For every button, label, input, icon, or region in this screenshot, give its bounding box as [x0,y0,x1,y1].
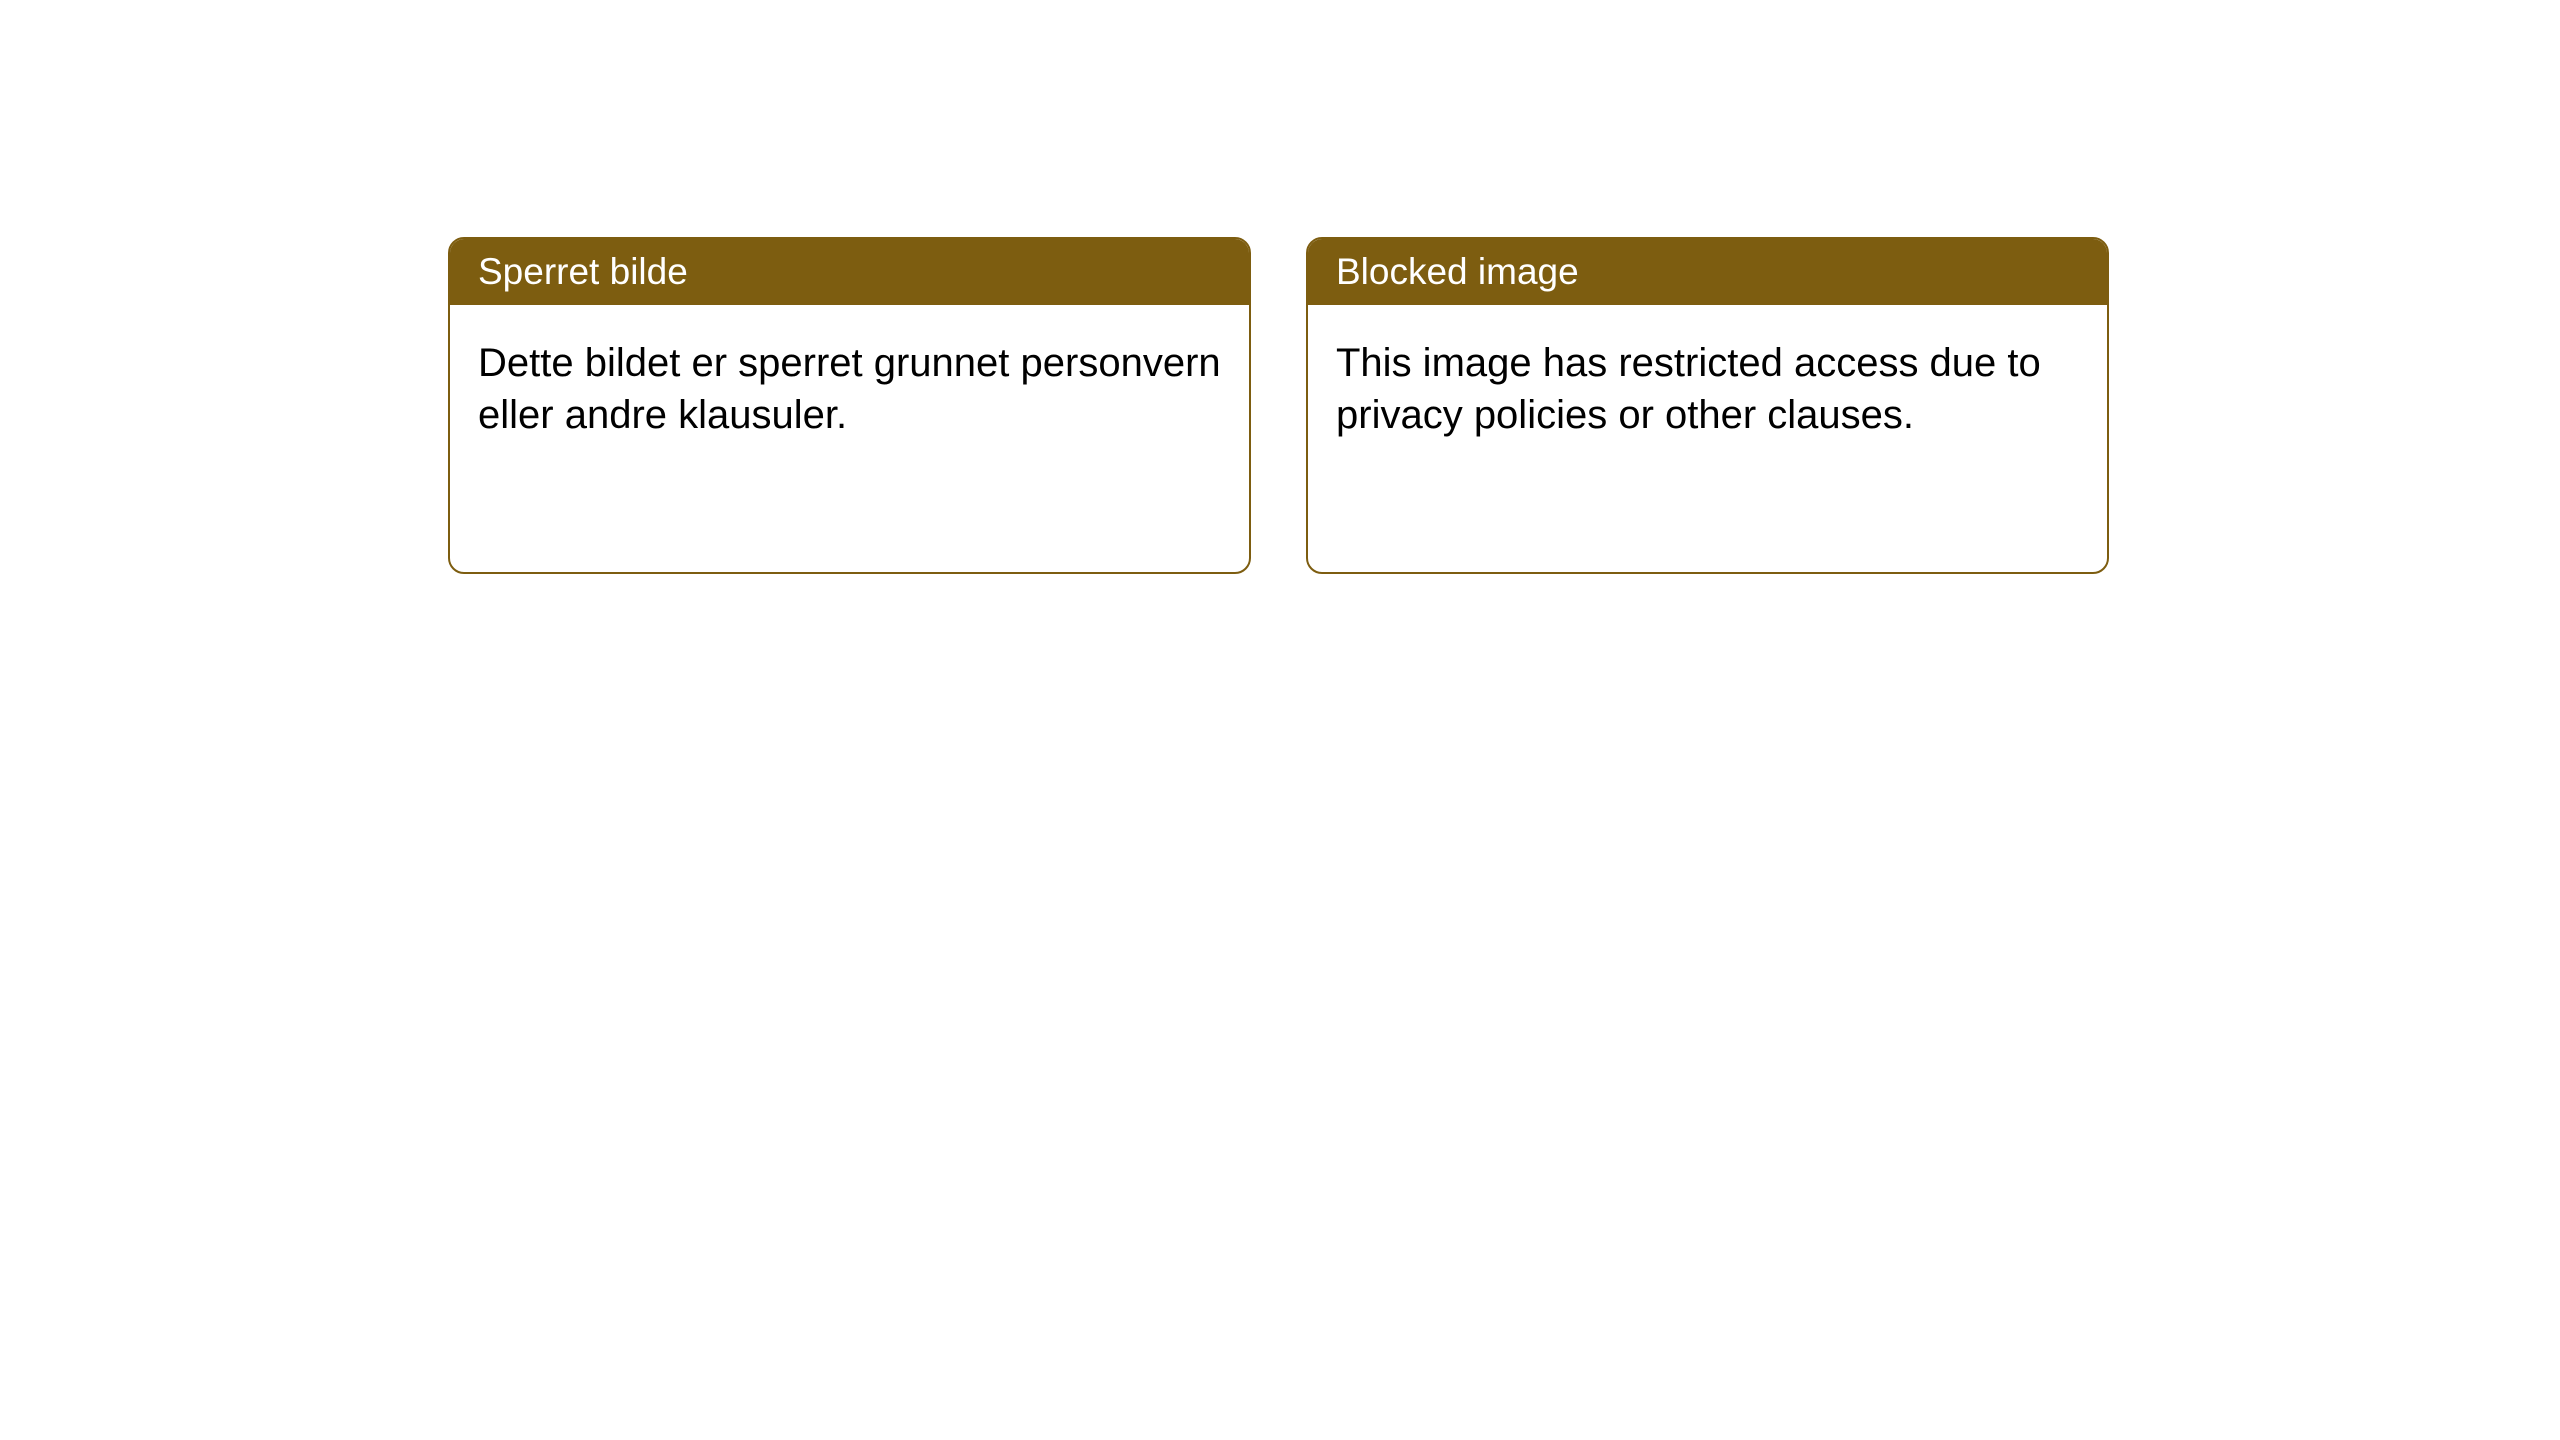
notice-body: Dette bildet er sperret grunnet personve… [450,305,1249,473]
notice-header: Sperret bilde [450,239,1249,305]
notice-header: Blocked image [1308,239,2107,305]
notice-container: Sperret bilde Dette bildet er sperret gr… [448,237,2109,574]
notice-card-norwegian: Sperret bilde Dette bildet er sperret gr… [448,237,1251,574]
notice-card-english: Blocked image This image has restricted … [1306,237,2109,574]
notice-body: This image has restricted access due to … [1308,305,2107,473]
